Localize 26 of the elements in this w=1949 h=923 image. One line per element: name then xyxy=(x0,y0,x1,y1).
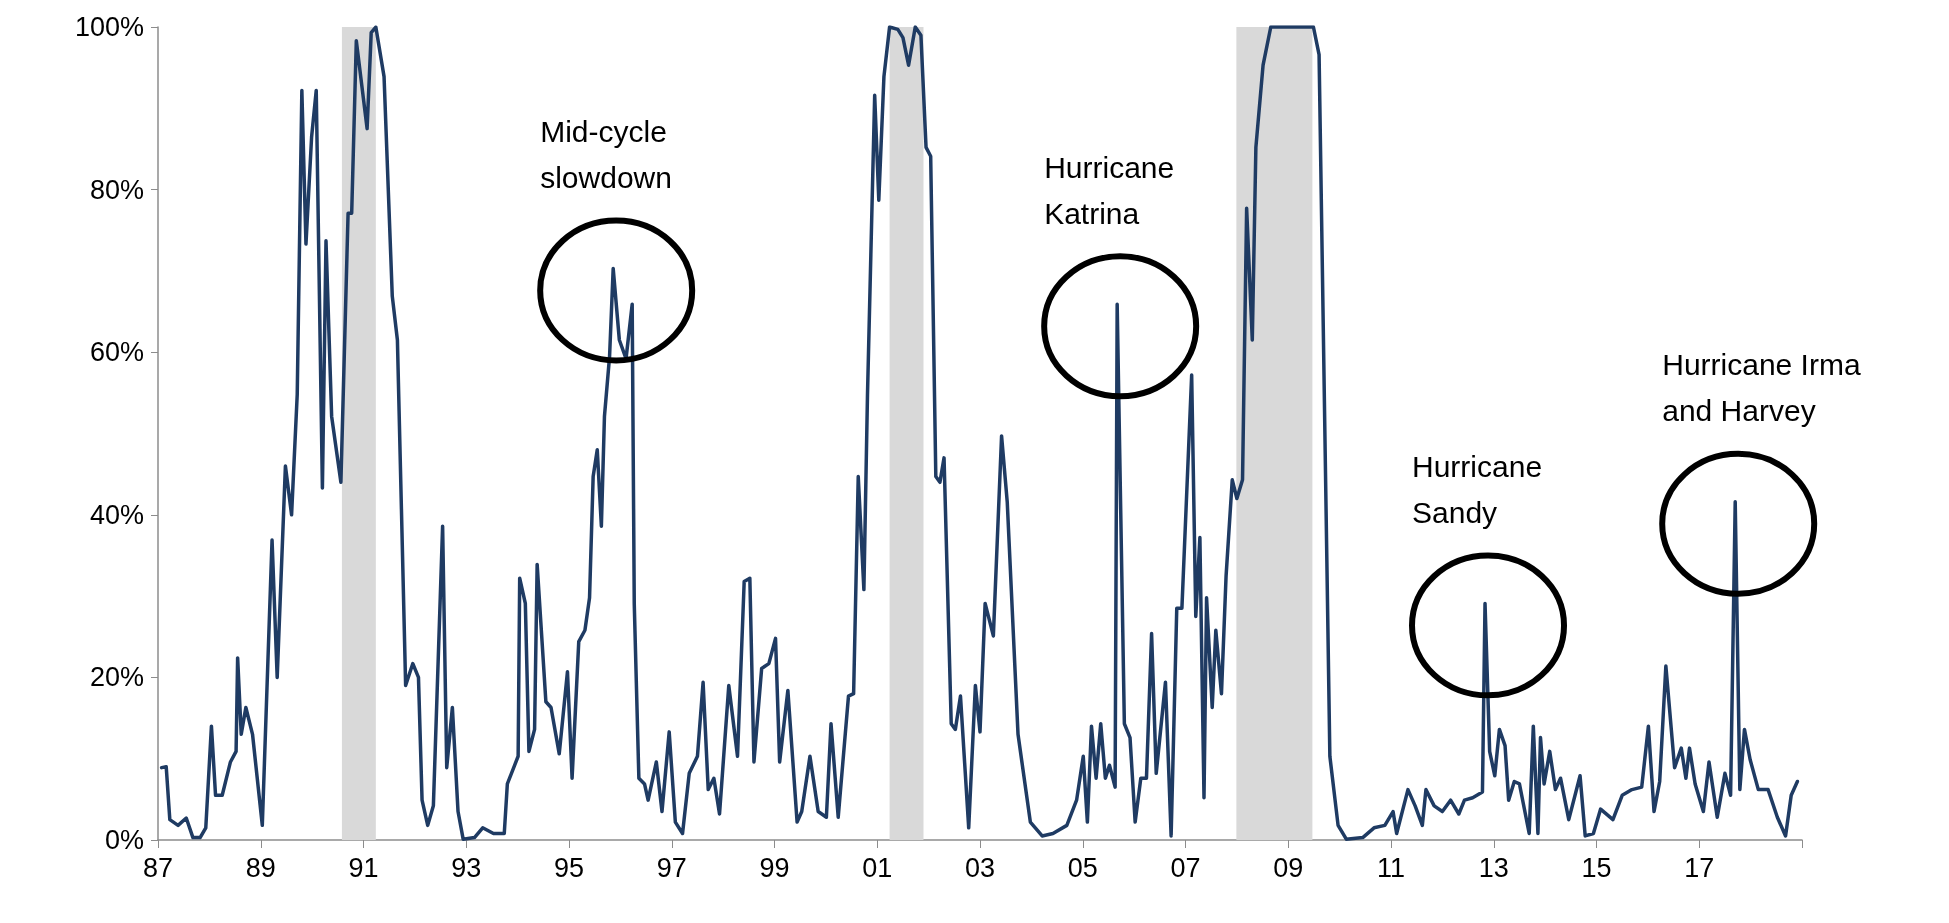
y-tick-label: 0% xyxy=(104,825,144,855)
y-tick-label: 20% xyxy=(89,662,144,693)
x-tick-label: 01 xyxy=(862,852,893,883)
x-tick-label: 05 xyxy=(1067,852,1098,883)
annotation: Hurricane Irma and Harvey xyxy=(1662,348,1861,428)
annotation: Mid-cycle slowdown xyxy=(540,114,672,194)
x-tick-label: 03 xyxy=(964,852,996,883)
y-tick-label: 100% xyxy=(74,12,144,42)
x-tick-label: 93 xyxy=(451,852,482,883)
annotation: Hurricane Katrina xyxy=(1044,150,1175,230)
x-tick-label: 87 xyxy=(142,852,174,883)
x-tick-label: 95 xyxy=(553,852,585,883)
annotation: Hurricane Sandy xyxy=(1412,449,1543,529)
x-tick-label: 07 xyxy=(1170,852,1201,883)
x-tick-label: 11 xyxy=(1376,852,1406,883)
y-tick-label: 40% xyxy=(89,499,144,530)
x-tick-label: 15 xyxy=(1581,852,1612,883)
y-tick-label: 60% xyxy=(89,337,144,368)
y-tick-label: 80% xyxy=(89,174,144,205)
x-tick-label: 09 xyxy=(1273,852,1304,883)
x-tick-label: 89 xyxy=(245,852,276,883)
x-tick-label: 97 xyxy=(656,852,687,883)
x-tick-label: 91 xyxy=(348,852,379,883)
x-tick-label: 13 xyxy=(1478,852,1509,883)
x-tick-label: 99 xyxy=(759,852,790,883)
x-tick-label: 17 xyxy=(1684,852,1715,883)
